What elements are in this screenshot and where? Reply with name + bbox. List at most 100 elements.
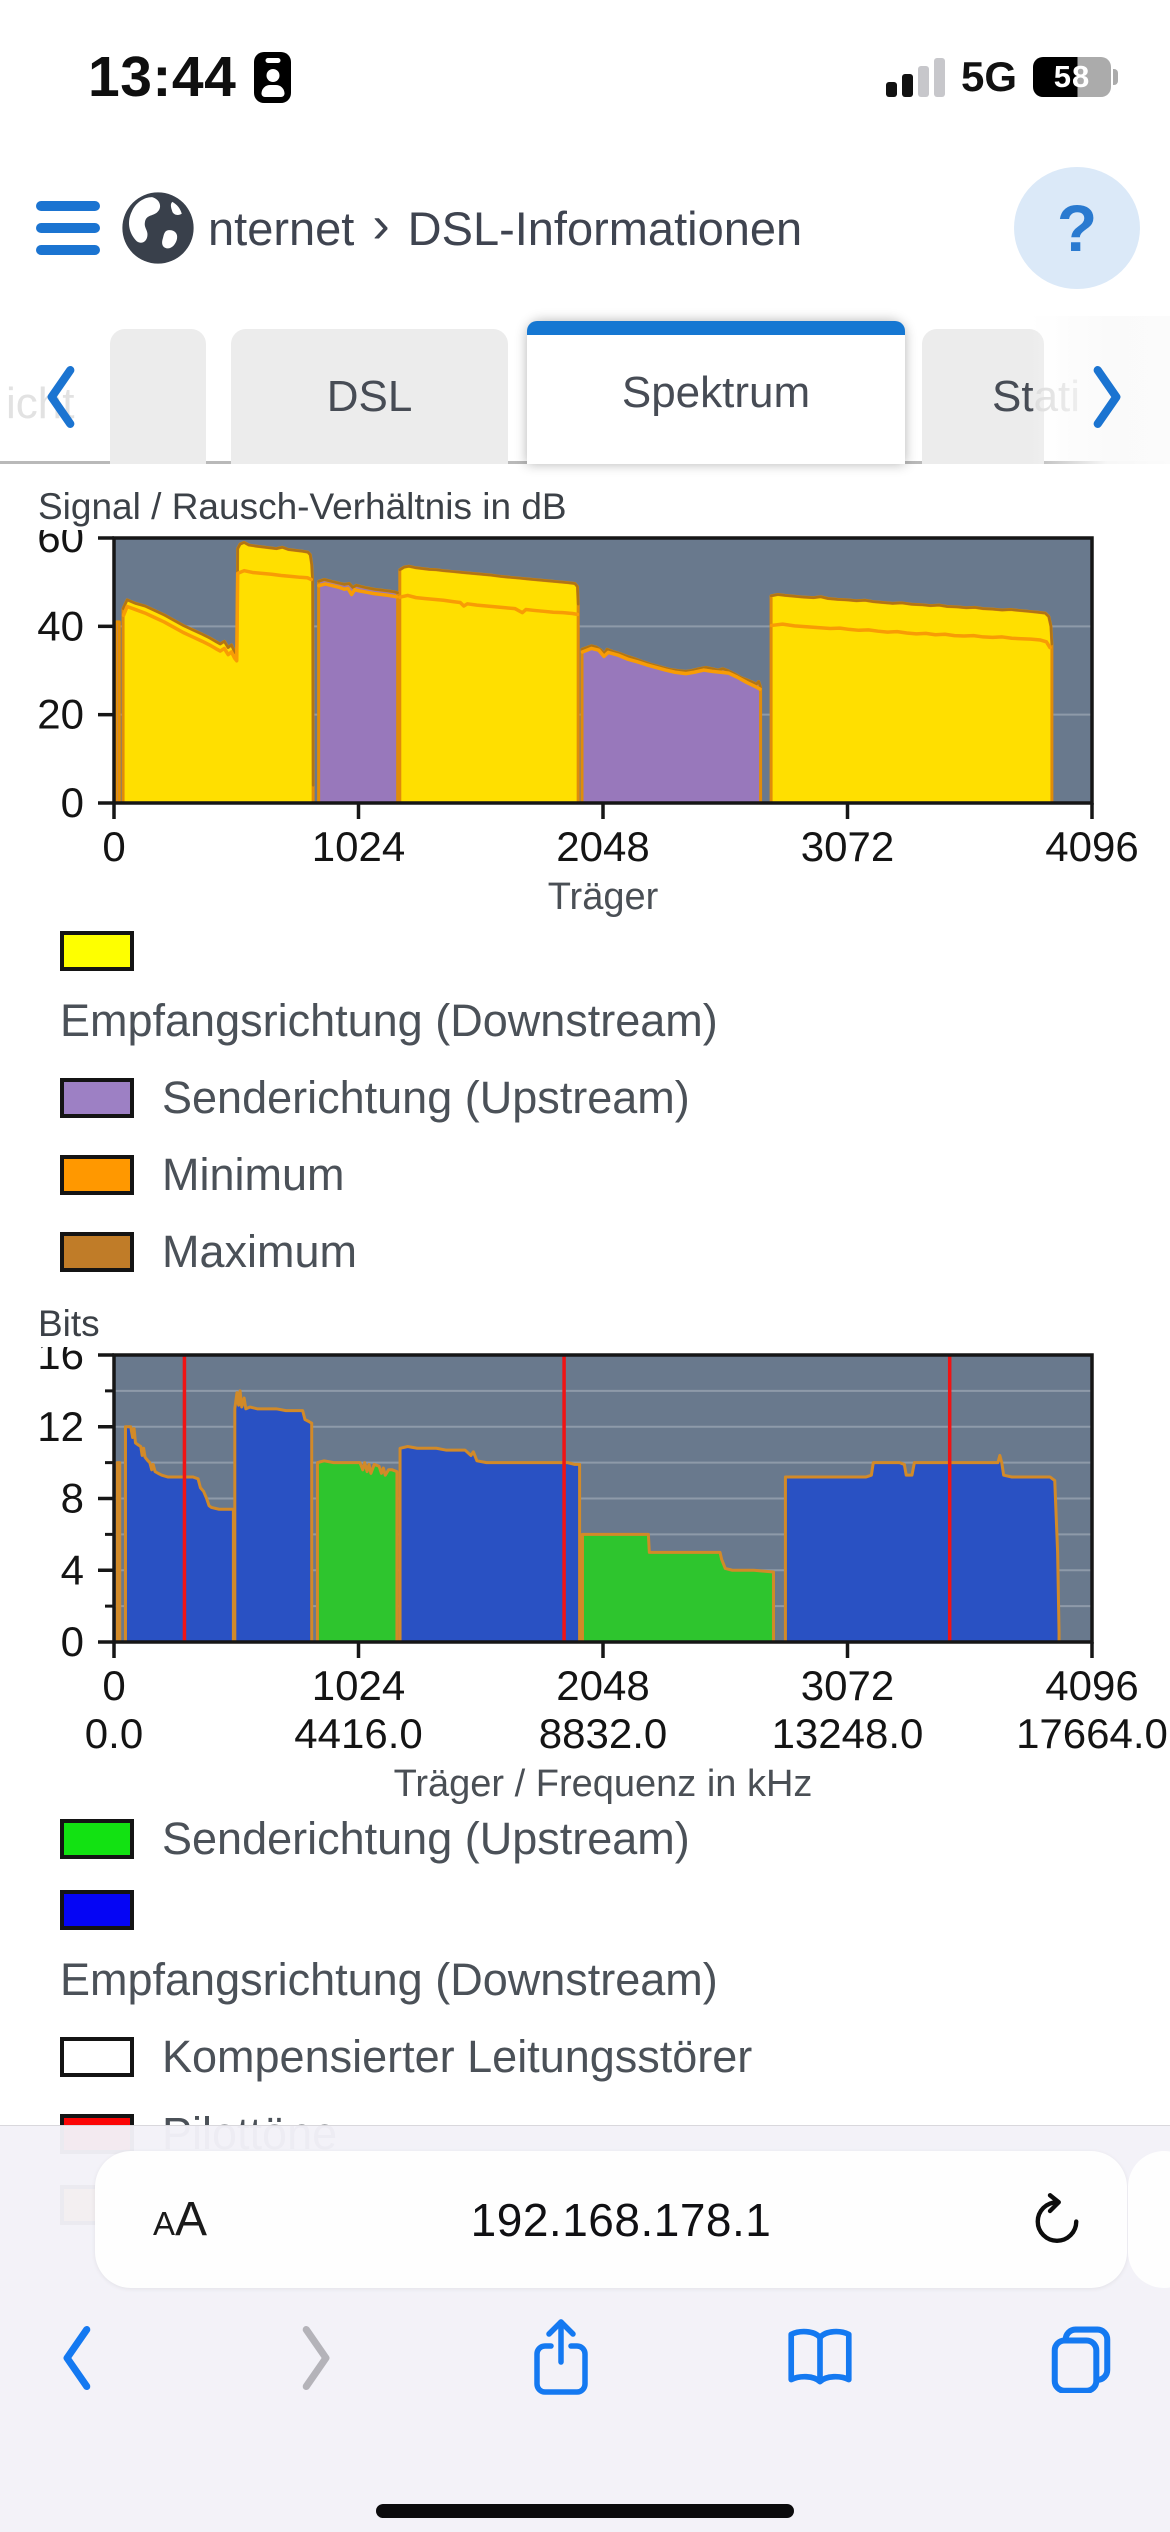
bits-chart: 0 4 8 12 16 0 1024 2048 3072 4096 0.0 4416.0 8832.0 1… bbox=[37, 1347, 1168, 1805]
cellular-signal-icon bbox=[885, 57, 945, 97]
maximum-line bbox=[769, 593, 1054, 646]
snr-legend: Empfangsrichtung (Downstream) Senderichtu… bbox=[60, 931, 1170, 1278]
tab-statistik-label: St bbox=[992, 371, 1034, 421]
x-axis-title: Träger / Frequenz in kHz bbox=[394, 1763, 813, 1805]
legend-label: Minimum bbox=[162, 1149, 345, 1200]
menu-button[interactable] bbox=[36, 199, 102, 257]
y-tick-label: 12 bbox=[37, 1403, 84, 1450]
bookmarks-icon[interactable] bbox=[783, 2323, 857, 2396]
back-button[interactable] bbox=[54, 2323, 102, 2396]
x-axis-title: Träger bbox=[548, 876, 659, 918]
downstream-bits-4 bbox=[783, 1453, 1061, 1644]
legend-item: Minimum bbox=[60, 1149, 1170, 1201]
page-header: nternet › DSL-Informationen ? bbox=[0, 140, 1170, 316]
x-tick-label: 3072 bbox=[801, 823, 894, 870]
url-text: 192.168.178.1 bbox=[470, 2193, 772, 2246]
network-type: 5G bbox=[960, 53, 1017, 100]
legend-label: Senderichtung (Upstream) bbox=[162, 1813, 690, 1864]
color-swatch bbox=[60, 1232, 134, 1272]
battery-icon: 58 bbox=[1033, 57, 1118, 97]
legend-label: Senderichtung (Upstream) bbox=[162, 1072, 690, 1123]
help-button[interactable]: ? bbox=[1014, 167, 1140, 289]
badge-person-head bbox=[266, 68, 280, 82]
status-bar: 13:44 5G 58 bbox=[0, 0, 1170, 140]
upstream-bits-2 bbox=[580, 1532, 775, 1644]
breadcrumb-separator-icon: › bbox=[372, 196, 390, 254]
clock: 13:44 bbox=[88, 45, 237, 109]
reload-button[interactable] bbox=[1029, 2190, 1085, 2249]
bits-chart-title: Bits bbox=[38, 1303, 100, 1344]
x-tick-label: 1024 bbox=[312, 1662, 405, 1709]
legend-item: Senderichtung (Upstream) bbox=[60, 1813, 1170, 1865]
x-freq-label: 0.0 bbox=[85, 1710, 143, 1757]
y-tick-label: 0 bbox=[61, 1618, 84, 1665]
maximum-line bbox=[317, 578, 399, 595]
downstream-bits-1 bbox=[123, 1425, 235, 1644]
upstream-sliver-bits bbox=[115, 1461, 122, 1644]
tabs-icon[interactable] bbox=[1046, 2323, 1116, 2396]
reader-a-large: A bbox=[175, 2193, 208, 2246]
status-right: 5G 58 bbox=[885, 53, 1118, 101]
upstream-band-1 bbox=[317, 578, 400, 805]
legend-label: Empfangsrichtung (Downstream) bbox=[60, 995, 718, 1046]
color-swatch bbox=[60, 931, 134, 971]
breadcrumb-parent[interactable]: nternet bbox=[208, 201, 355, 255]
home-indicator[interactable] bbox=[376, 2504, 794, 2518]
reader-a-small: A bbox=[153, 2205, 176, 2242]
snr-chart-title: Signal / Rausch-Verhältnis in dB bbox=[38, 486, 567, 527]
color-swatch bbox=[60, 1078, 134, 1118]
legend-item: Senderichtung (Upstream) bbox=[60, 1072, 1170, 1124]
battery-nub bbox=[1113, 69, 1118, 85]
y-tick-label: 8 bbox=[61, 1475, 84, 1522]
x-tick-label: 0 bbox=[102, 1662, 125, 1709]
tab-dsl[interactable]: DSL bbox=[231, 329, 508, 464]
tab-bar: icht DSL Spektrum Stati bbox=[0, 316, 1170, 464]
y-tick-label: 4 bbox=[61, 1546, 84, 1593]
x-tick-label: 2048 bbox=[556, 823, 649, 870]
next-tab-pill-stub[interactable] bbox=[1128, 2151, 1170, 2288]
maximum-line bbox=[398, 565, 580, 606]
breadcrumb: nternet › DSL-Informationen bbox=[208, 195, 802, 261]
tab-statistik-partial[interactable]: Stati bbox=[922, 329, 1080, 464]
tab-statistik-label-faded: ati bbox=[1033, 371, 1081, 421]
downstream-bits-2 bbox=[233, 1389, 314, 1644]
color-swatch bbox=[60, 1890, 134, 1930]
x-tick-label: 1024 bbox=[312, 823, 405, 870]
minimum-line bbox=[121, 568, 313, 663]
minimum-line bbox=[769, 622, 1052, 650]
downstream-band-2 bbox=[398, 564, 580, 805]
upstream-sliver bbox=[114, 620, 121, 805]
tabs-scroll-left-button[interactable] bbox=[40, 364, 84, 433]
share-icon[interactable] bbox=[528, 2316, 594, 2403]
x-freq-label: 13248.0 bbox=[772, 1710, 924, 1757]
badge-slot bbox=[265, 57, 281, 63]
tab-partial-left[interactable] bbox=[110, 329, 206, 464]
legend-item: Empfangsrichtung (Downstream) bbox=[60, 1890, 1170, 2006]
minimum-line bbox=[317, 582, 399, 599]
legend-label: Maximum bbox=[162, 1226, 358, 1277]
tab-spektrum-label: Spektrum bbox=[621, 367, 811, 417]
tabs-scroll-right-button[interactable] bbox=[1084, 364, 1128, 433]
x-freq-label: 4416.0 bbox=[294, 1710, 422, 1757]
x-freq-label: 17664.0 bbox=[1016, 1710, 1168, 1757]
legend-item: Maximum bbox=[60, 1226, 1170, 1278]
x-tick-label: 0 bbox=[102, 823, 125, 870]
snr-chart: 0 20 40 60 0 1024 2048 3072 4096 Träger bbox=[37, 530, 1138, 918]
color-swatch bbox=[60, 1155, 134, 1195]
y-tick-label: 60 bbox=[37, 530, 84, 561]
minimum-line bbox=[398, 593, 580, 617]
legend-label: Empfangsrichtung (Downstream) bbox=[60, 1954, 718, 2005]
safari-toolbar bbox=[0, 2316, 1170, 2403]
minimum-line bbox=[580, 646, 762, 691]
forward-button[interactable] bbox=[291, 2323, 339, 2396]
color-swatch bbox=[60, 2037, 134, 2077]
downstream-bits-3 bbox=[398, 1444, 582, 1644]
x-tick-label: 2048 bbox=[556, 1662, 649, 1709]
internet-globe-icon bbox=[122, 192, 194, 264]
tab-spektrum[interactable]: Spektrum bbox=[527, 321, 905, 464]
